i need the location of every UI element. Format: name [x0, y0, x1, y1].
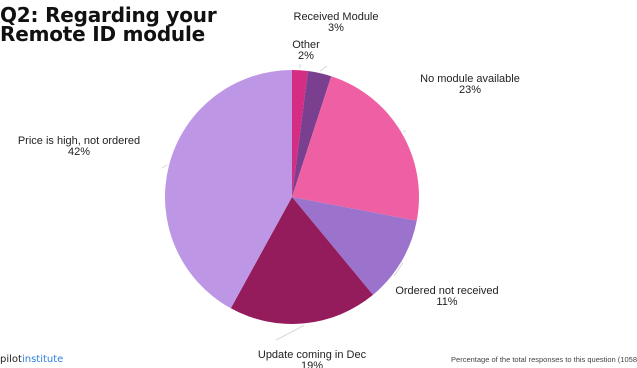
slice-label-other: Other: [292, 39, 320, 51]
footnote: Percentage of the total responses to thi…: [451, 355, 637, 364]
leader-lines: [161, 63, 407, 341]
leader-line-received-module: [319, 65, 328, 72]
slice-label-update-coming-in-dec: Update coming in Dec: [258, 349, 367, 361]
slice-value-update-coming-in-dec: 19%: [301, 360, 323, 368]
slice-label-price-is-high-not-ordered: Price is high, not ordered: [18, 135, 140, 147]
chart-title: Q2: Regarding your Remote ID module: [0, 3, 217, 46]
slice-label-received-module: Received Module: [294, 11, 379, 23]
slice-value-other: 2%: [298, 50, 314, 62]
slice-value-no-module-available: 23%: [459, 84, 481, 96]
pie-slice-update-coming-in-dec: [230, 197, 373, 324]
pie-slice-price-is-high-not-ordered: [165, 70, 292, 309]
slice-value-ordered-not-received: 11%: [436, 296, 457, 308]
logo-text-pilot: pilot: [0, 354, 22, 365]
slice-value-price-is-high-not-ordered: 42%: [68, 146, 90, 158]
pie-slice-received-module: [292, 71, 332, 197]
pie-slices: [165, 70, 419, 324]
pilot-institute-logo: pilotinstitute: [0, 354, 63, 366]
pie-slice-ordered-not-received: [292, 197, 417, 295]
pie-slice-no-module-available: [292, 76, 419, 221]
logo-text-institute: institute: [21, 354, 64, 365]
leader-line-price-is-high-not-ordered: [161, 164, 168, 169]
leader-line-ordered-not-received: [393, 262, 404, 277]
slice-label-ordered-not-received: Ordered not received: [395, 285, 498, 297]
pie-slice-other: [292, 70, 308, 197]
leader-line-update-coming-in-dec: [275, 324, 305, 341]
slice-label-no-module-available: No module available: [420, 73, 520, 85]
slice-value-received-module: 3%: [328, 22, 344, 34]
